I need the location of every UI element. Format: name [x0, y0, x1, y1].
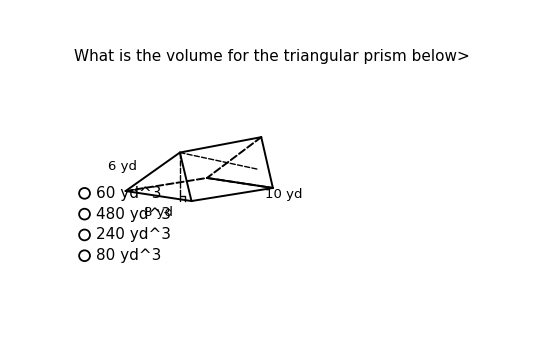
- Text: 6 yd: 6 yd: [108, 160, 137, 173]
- Text: 60 yd^3: 60 yd^3: [96, 186, 161, 201]
- Text: 10 yd: 10 yd: [265, 188, 302, 201]
- Text: 240 yd^3: 240 yd^3: [96, 228, 171, 242]
- Text: What is the volume for the triangular prism below>: What is the volume for the triangular pr…: [73, 49, 469, 64]
- Text: 480 yd^3: 480 yd^3: [96, 207, 171, 222]
- Text: 8 yd: 8 yd: [145, 206, 173, 220]
- Text: 80 yd^3: 80 yd^3: [96, 248, 161, 263]
